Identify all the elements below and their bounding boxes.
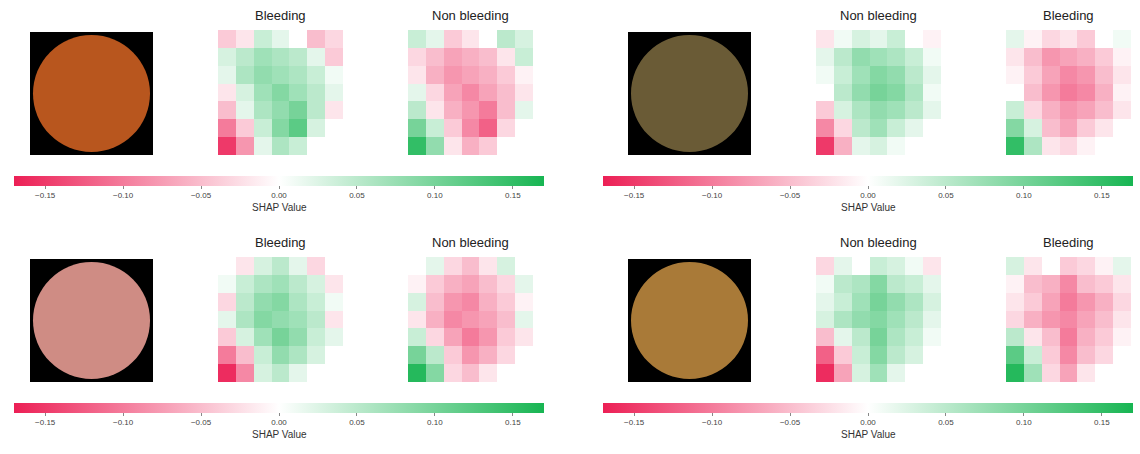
- svg-text:Bleeding: Bleeding: [1043, 8, 1094, 23]
- svg-text:−0.15: −0.15: [624, 418, 645, 427]
- svg-text:−0.05: −0.05: [191, 191, 212, 200]
- svg-text:SHAP Value: SHAP Value: [252, 202, 307, 213]
- svg-text:Non bleeding: Non bleeding: [840, 8, 917, 23]
- svg-text:0.00: 0.00: [860, 418, 876, 427]
- svg-text:0.15: 0.15: [1094, 418, 1110, 427]
- svg-text:Bleeding: Bleeding: [255, 8, 306, 23]
- svg-text:0.10: 0.10: [427, 418, 443, 427]
- svg-text:SHAP Value: SHAP Value: [841, 429, 896, 440]
- svg-text:0.15: 0.15: [505, 418, 521, 427]
- svg-text:Non bleeding: Non bleeding: [432, 8, 509, 23]
- svg-text:0.00: 0.00: [271, 418, 287, 427]
- svg-text:0.10: 0.10: [427, 191, 443, 200]
- svg-text:−0.15: −0.15: [35, 418, 56, 427]
- svg-text:−0.15: −0.15: [624, 191, 645, 200]
- svg-text:−0.10: −0.10: [113, 191, 134, 200]
- svg-text:SHAP Value: SHAP Value: [252, 429, 307, 440]
- svg-text:Bleeding: Bleeding: [255, 235, 306, 250]
- svg-text:−0.05: −0.05: [780, 191, 801, 200]
- svg-text:0.05: 0.05: [349, 418, 365, 427]
- svg-text:0.05: 0.05: [938, 418, 954, 427]
- svg-text:0.15: 0.15: [1094, 191, 1110, 200]
- svg-text:−0.10: −0.10: [702, 191, 723, 200]
- svg-text:0.10: 0.10: [1016, 191, 1032, 200]
- svg-text:Non bleeding: Non bleeding: [432, 235, 509, 250]
- svg-text:Non bleeding: Non bleeding: [840, 235, 917, 250]
- svg-text:SHAP Value: SHAP Value: [841, 202, 896, 213]
- svg-text:0.00: 0.00: [271, 191, 287, 200]
- svg-text:0.15: 0.15: [505, 191, 521, 200]
- svg-text:−0.10: −0.10: [113, 418, 134, 427]
- svg-text:−0.05: −0.05: [780, 418, 801, 427]
- svg-text:0.05: 0.05: [349, 191, 365, 200]
- svg-text:0.05: 0.05: [938, 191, 954, 200]
- svg-text:−0.10: −0.10: [702, 418, 723, 427]
- svg-text:0.00: 0.00: [860, 191, 876, 200]
- svg-text:0.10: 0.10: [1016, 418, 1032, 427]
- svg-text:−0.15: −0.15: [35, 191, 56, 200]
- svg-text:Bleeding: Bleeding: [1043, 235, 1094, 250]
- svg-text:−0.05: −0.05: [191, 418, 212, 427]
